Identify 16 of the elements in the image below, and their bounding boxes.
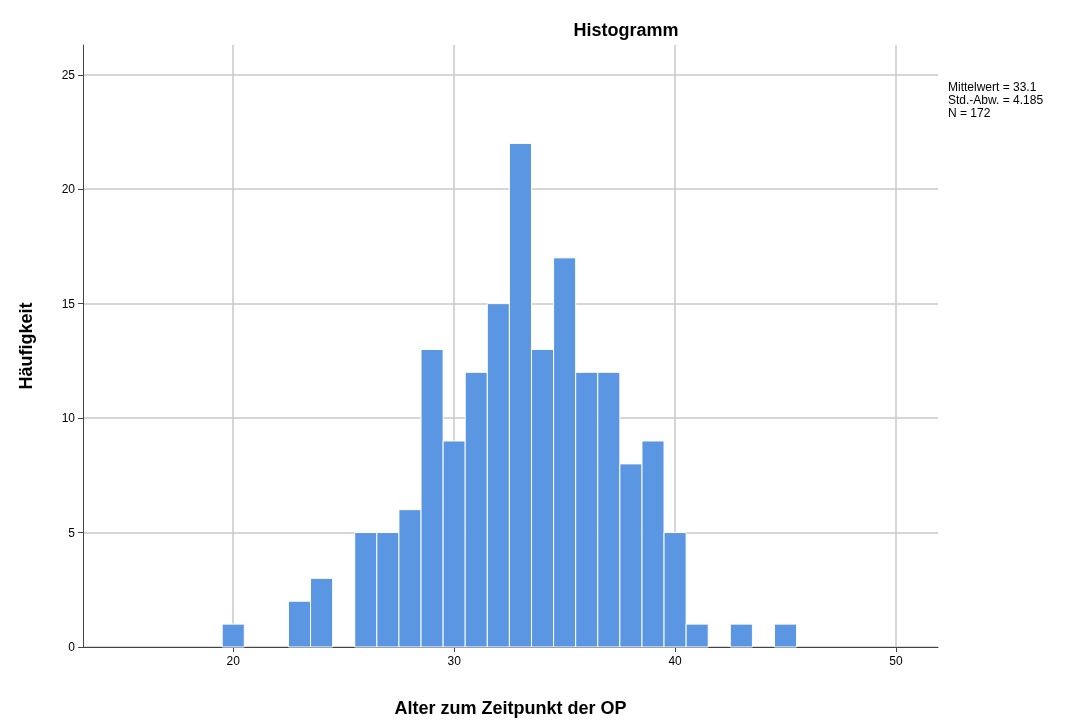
- y-tick-label: 15: [61, 296, 76, 311]
- y-tick-label: 0: [68, 640, 76, 654]
- x-tick-label: 40: [668, 654, 683, 668]
- y-tick-label: 20: [61, 182, 76, 197]
- x-tick-label: 30: [447, 654, 462, 668]
- y-tick-label: 25: [61, 67, 76, 82]
- x-tick-label: 50: [889, 654, 904, 668]
- y-axis-title: Häufigkeit: [16, 302, 36, 390]
- text: N = 172: [948, 105, 991, 120]
- y-tick-label: 10: [61, 411, 76, 426]
- text: Std.-Abw. = 4.185: [948, 92, 1044, 107]
- text: Mittelwert = 33.1: [948, 79, 1037, 94]
- x-axis-title: Alter zum Zeitpunkt der OP: [394, 698, 627, 718]
- y-tick-label: 5: [68, 525, 76, 540]
- chart-title: Histogramm: [573, 20, 679, 40]
- x-tick-label: 20: [226, 654, 241, 668]
